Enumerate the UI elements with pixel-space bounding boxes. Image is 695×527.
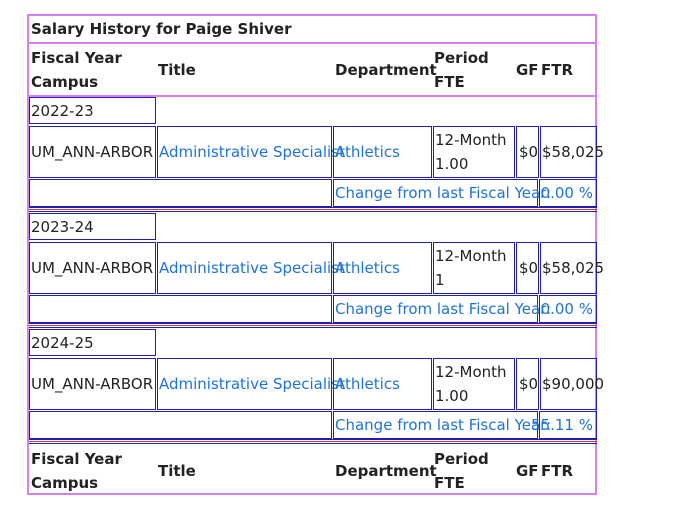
fte-value: 1.00 [435, 387, 469, 405]
change-value-cell: 0.00 % [539, 179, 597, 207]
year-cell: 2024-25 [29, 329, 156, 356]
change-label: Change from last Fiscal Year: [335, 300, 552, 318]
footer-col-gf: GF [516, 462, 539, 480]
change-value: 0.00 % [540, 300, 593, 318]
record-separator [29, 207, 597, 212]
period-fte-cell: 12-Month 1.00 [433, 126, 515, 178]
change-label: Change from last Fiscal Year: [335, 184, 552, 202]
change-spacer-cell [29, 411, 332, 439]
period-value: 12-Month [435, 247, 507, 265]
col-fte: FTE [434, 73, 465, 91]
ftr-cell: $58,025 [540, 126, 604, 178]
footer-col-ftr: FTR [541, 462, 574, 480]
table-title: Salary History for Paige Shiver [31, 20, 292, 38]
year-cell: 2023-24 [29, 213, 156, 240]
col-gf: GF [516, 61, 539, 79]
col-campus: Campus [31, 73, 99, 91]
gf-value: $0 [519, 143, 539, 161]
department-cell[interactable]: Athletics [333, 242, 432, 294]
department-cell[interactable]: Athletics [333, 358, 432, 410]
col-title: Title [158, 61, 196, 79]
col-fiscal-year: Fiscal Year [31, 49, 122, 67]
gf-value: $0 [519, 259, 539, 277]
period-fte-cell: 12-Month 1.00 [433, 358, 515, 410]
header-divider [29, 95, 597, 97]
change-value-cell: 55.11 % [531, 411, 597, 439]
change-label-cell: Change from last Fiscal Year: [333, 411, 551, 439]
ftr-value: $58,025 [542, 259, 605, 277]
footer-col-campus: Campus [31, 474, 99, 492]
department-cell[interactable]: Athletics [333, 126, 432, 178]
col-period: Period [434, 49, 489, 67]
ftr-value: $58,025 [542, 143, 605, 161]
change-value: 0.00 % [540, 184, 593, 202]
department-link[interactable]: Athletics [335, 143, 400, 161]
title-link[interactable]: Administrative Specialist [159, 143, 345, 161]
gf-cell: $0 [516, 242, 539, 294]
change-label-cell: Change from last Fiscal Year: [333, 179, 551, 207]
title-cell[interactable]: Administrative Specialist [157, 242, 345, 294]
change-label: Change from last Fiscal Year: [335, 416, 552, 434]
campus-cell: UM_ANN-ARBOR [29, 242, 156, 294]
change-label-cell: Change from last Fiscal Year: [333, 295, 551, 323]
period-value: 12-Month [435, 363, 507, 381]
title-cell[interactable]: Administrative Specialist [157, 358, 345, 410]
title-divider [29, 42, 597, 44]
department-link[interactable]: Athletics [335, 375, 400, 393]
change-value-cell: 0.00 % [539, 295, 597, 323]
title-link[interactable]: Administrative Specialist [159, 375, 345, 393]
campus-cell: UM_ANN-ARBOR [29, 358, 156, 410]
col-department: Department [335, 61, 437, 79]
fiscal-year-value: 2023-24 [31, 218, 94, 236]
ftr-cell: $90,000 [540, 358, 604, 410]
gf-cell: $0 [516, 126, 539, 178]
fte-value: 1.00 [435, 155, 469, 173]
gf-cell: $0 [516, 358, 539, 410]
record-separator [29, 439, 597, 444]
title-link[interactable]: Administrative Specialist [159, 259, 345, 277]
footer-col-department: Department [335, 462, 437, 480]
change-value: 55.11 % [531, 416, 593, 434]
period-value: 12-Month [435, 131, 507, 149]
campus-value: UM_ANN-ARBOR [31, 259, 154, 277]
col-ftr: FTR [541, 61, 574, 79]
fiscal-year-value: 2022-23 [31, 102, 94, 120]
footer-col-fte: FTE [434, 474, 465, 492]
fiscal-year-value: 2024-25 [31, 334, 94, 352]
footer-col-period: Period [434, 450, 489, 468]
change-spacer-cell [29, 179, 332, 207]
campus-value: UM_ANN-ARBOR [31, 375, 154, 393]
gf-value: $0 [519, 375, 539, 393]
fte-value: 1 [435, 271, 445, 289]
title-cell[interactable]: Administrative Specialist [157, 126, 345, 178]
footer-col-fiscal-year: Fiscal Year [31, 450, 122, 468]
campus-cell: UM_ANN-ARBOR [29, 126, 156, 178]
ftr-cell: $58,025 [540, 242, 604, 294]
footer-col-title: Title [158, 462, 196, 480]
department-link[interactable]: Athletics [335, 259, 400, 277]
campus-value: UM_ANN-ARBOR [31, 143, 154, 161]
record-separator [29, 323, 597, 328]
period-fte-cell: 12-Month 1 [433, 242, 515, 294]
year-cell: 2022-23 [29, 97, 156, 124]
change-spacer-cell [29, 295, 332, 323]
ftr-value: $90,000 [542, 375, 605, 393]
